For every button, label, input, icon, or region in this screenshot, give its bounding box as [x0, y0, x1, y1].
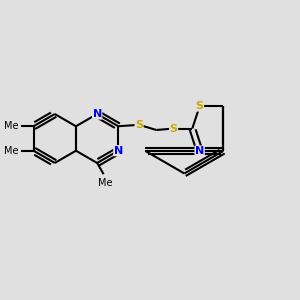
Text: S: S [169, 124, 178, 134]
Text: N: N [114, 146, 123, 156]
Text: N: N [92, 109, 102, 119]
Text: Me: Me [4, 146, 18, 156]
Text: Me: Me [4, 121, 18, 131]
Text: S: S [196, 101, 204, 111]
Text: Me: Me [98, 178, 112, 188]
Text: N: N [195, 146, 204, 156]
Text: S: S [135, 120, 143, 130]
